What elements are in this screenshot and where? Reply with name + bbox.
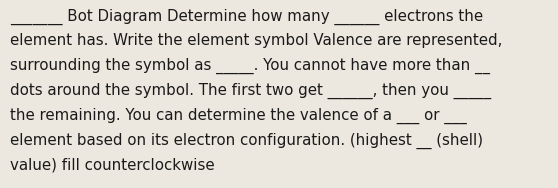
Text: surrounding the symbol as _____. You cannot have more than __: surrounding the symbol as _____. You can… — [10, 58, 490, 74]
Text: value) fill counterclockwise: value) fill counterclockwise — [10, 157, 215, 172]
Text: dots around the symbol. The first two get ______, then you _____: dots around the symbol. The first two ge… — [10, 83, 491, 99]
Text: _______ Bot Diagram Determine how many ______ electrons the: _______ Bot Diagram Determine how many _… — [10, 8, 483, 25]
Text: the remaining. You can determine the valence of a ___ or ___: the remaining. You can determine the val… — [10, 108, 467, 124]
Text: element based on its electron configuration. (highest __ (shell): element based on its electron configurat… — [10, 133, 483, 149]
Text: element has. Write the element symbol Valence are represented,: element has. Write the element symbol Va… — [10, 33, 502, 48]
